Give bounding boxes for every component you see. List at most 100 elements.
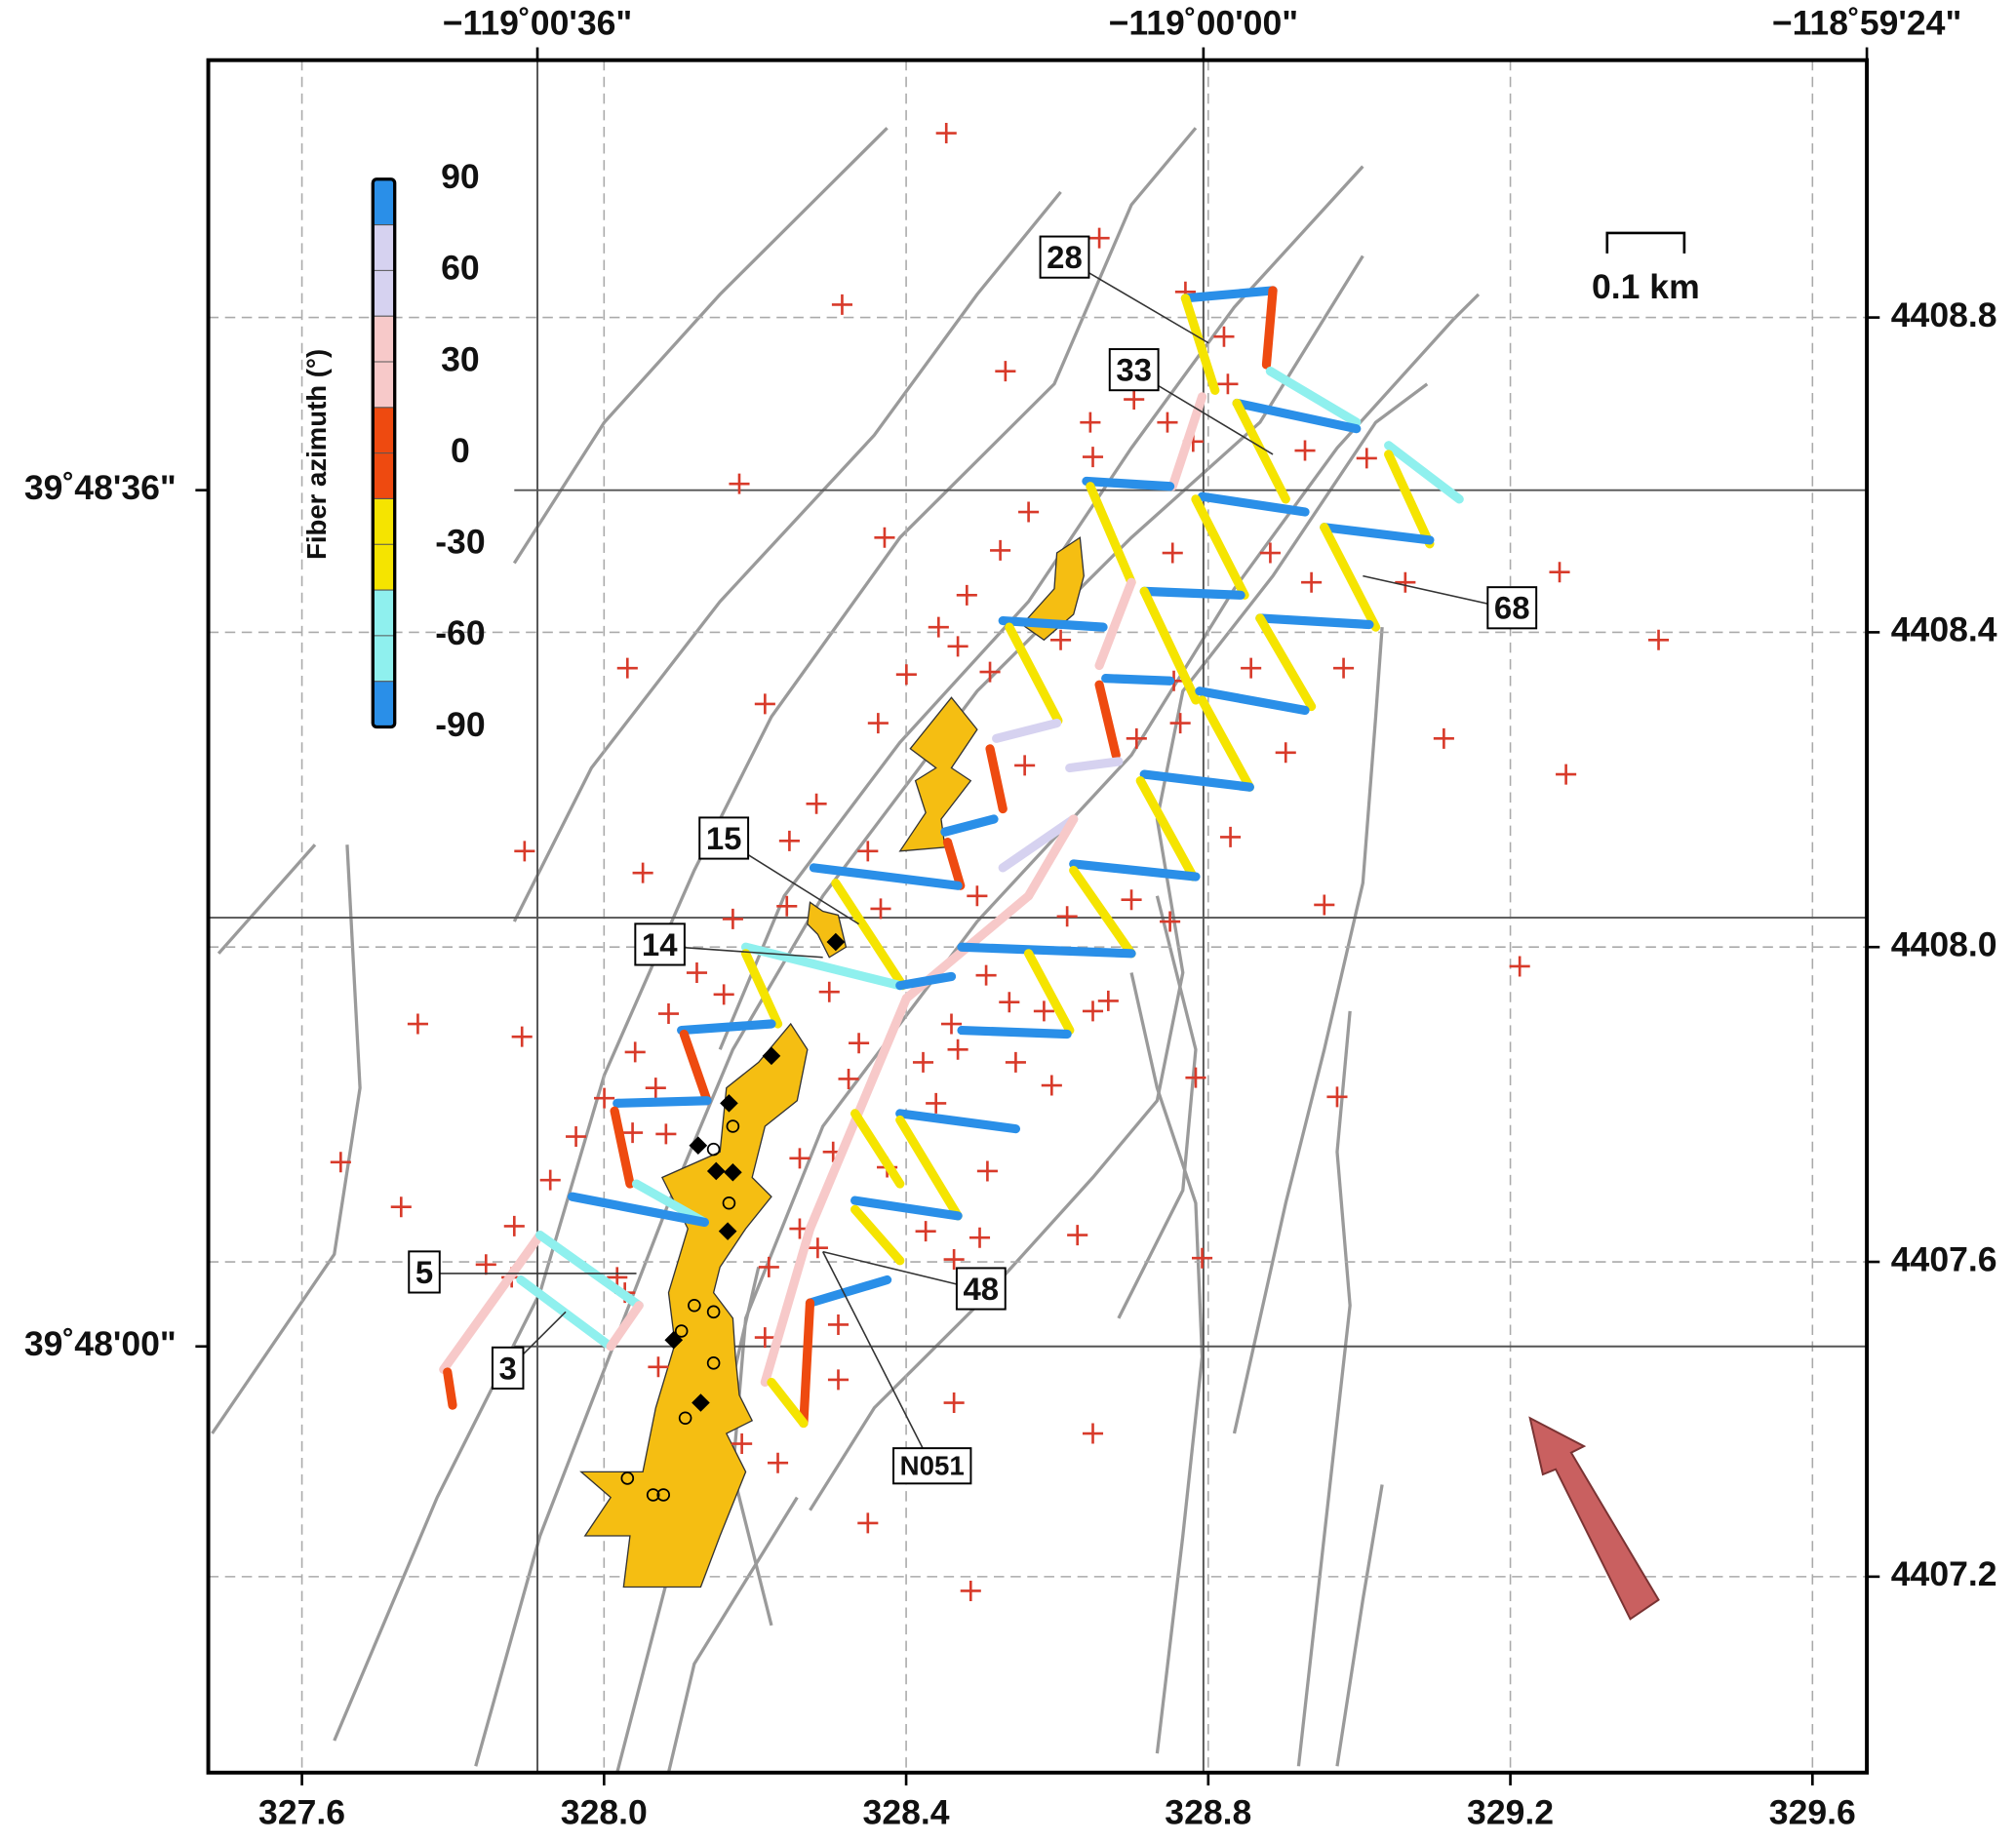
frame [206, 58, 1870, 1775]
seismic-station [849, 1033, 870, 1054]
fiber-segment [1005, 622, 1063, 725]
seismic-station [1241, 657, 1262, 679]
seismic-station [1301, 571, 1323, 593]
seismic-station [960, 1580, 981, 1601]
seismic-station [607, 1267, 628, 1288]
fiber-segment [1195, 686, 1310, 716]
fiber-segment [1167, 392, 1207, 491]
fiber-segment [895, 971, 957, 991]
fiber-segment [1082, 476, 1175, 491]
seismic-station [1314, 894, 1335, 916]
fiber-segment [568, 1192, 710, 1228]
seismic-station [1121, 889, 1142, 911]
seismic-station [1160, 911, 1181, 932]
well-circle [646, 1488, 660, 1502]
seismic-station [827, 1314, 850, 1335]
well-label: 14 [642, 926, 678, 962]
seismic-station [870, 898, 891, 920]
seismic-station [539, 1169, 561, 1191]
seismic-station [407, 1013, 428, 1035]
seismic-station [990, 539, 1011, 561]
well-label-box [892, 1447, 972, 1485]
fiber-segment [1255, 613, 1374, 630]
well-label: 48 [963, 1271, 999, 1307]
seismic-station [1050, 629, 1072, 650]
seismic-station [655, 1123, 677, 1145]
features [330, 123, 1670, 1601]
fiber-segment [1023, 949, 1075, 1036]
seismic-station [979, 661, 1001, 683]
colorbar-label: Fiber azimuth (°) [301, 349, 332, 560]
well-circle [674, 1324, 689, 1338]
colorbar-tick-label: -60 [435, 613, 485, 652]
seismic-station [827, 1369, 850, 1391]
seismic-station [624, 1041, 646, 1063]
seismic-station [895, 664, 917, 686]
top-label: −119˚00'00" [1109, 4, 1299, 43]
well-label: N051 [900, 1451, 965, 1481]
colorbar-tick-label: -30 [435, 523, 485, 562]
fiber-segment [1094, 577, 1136, 671]
fiber-segment [957, 942, 1136, 959]
fiber-segment [850, 1204, 905, 1266]
well-circle [706, 1305, 721, 1319]
fiber-segment [1139, 586, 1245, 600]
seismic-station [912, 1051, 934, 1073]
fiber-segment [1180, 294, 1220, 395]
seismic-station [776, 895, 798, 917]
seismic-station [999, 992, 1020, 1013]
seismic-station [789, 1148, 810, 1169]
seismic-station [1549, 562, 1570, 583]
seismic-station [1333, 657, 1355, 679]
seismic-station [1509, 956, 1530, 977]
colorbar-band [373, 178, 395, 225]
seismic-station [1213, 326, 1235, 347]
fiber-segment [850, 1109, 905, 1189]
seismic-station [1067, 1225, 1088, 1246]
fiber-segment [1135, 776, 1198, 882]
seismic-station [1556, 764, 1577, 785]
scale-bar-label: 0.1 km [1592, 267, 1700, 306]
colorbar-tick-label: -90 [435, 705, 485, 744]
seismic-station [874, 527, 895, 548]
fiber-segment [1232, 398, 1362, 434]
well-circle [656, 1488, 671, 1502]
well-label-box [1039, 235, 1090, 279]
seismic-station [1157, 412, 1178, 433]
well-circle [706, 1356, 721, 1370]
fault [217, 843, 317, 955]
fiber-segment [767, 1377, 809, 1429]
geothermal-area [898, 696, 978, 852]
seismic-station [968, 1227, 991, 1248]
fiber-segment [1180, 286, 1278, 303]
leader-line [821, 1251, 933, 1468]
well-label-box [491, 1346, 525, 1390]
well-diamond [718, 1222, 737, 1240]
x-tick-label: 328.4 [863, 1793, 950, 1832]
seismic-station [1080, 412, 1101, 433]
fiber-segment [610, 1106, 635, 1189]
fiber-segment [940, 814, 999, 837]
seismic-station [1185, 1067, 1206, 1088]
seismic-station [838, 1068, 859, 1089]
well-label-box [408, 1250, 441, 1294]
fiber-segment [760, 1224, 815, 1388]
fiber-segment [679, 1029, 712, 1106]
left-label: 39˚48'00" [24, 1324, 177, 1363]
seismic-station [503, 1215, 525, 1236]
well-diamond [826, 932, 846, 952]
seismic-station [632, 862, 653, 883]
seismic-station [1647, 629, 1670, 650]
colorbar-tick-label: 60 [441, 249, 480, 288]
seismic-station [767, 1452, 789, 1473]
seismic-station [1395, 571, 1416, 593]
seismic-station [1220, 826, 1242, 847]
colorbar-band [373, 681, 395, 727]
fiber-segment [1265, 367, 1362, 427]
fiber-segment [998, 814, 1079, 873]
fault [809, 382, 1429, 1511]
fiber-segment [1094, 680, 1121, 760]
well-diamond [706, 1161, 726, 1181]
seismic-station [729, 473, 750, 494]
